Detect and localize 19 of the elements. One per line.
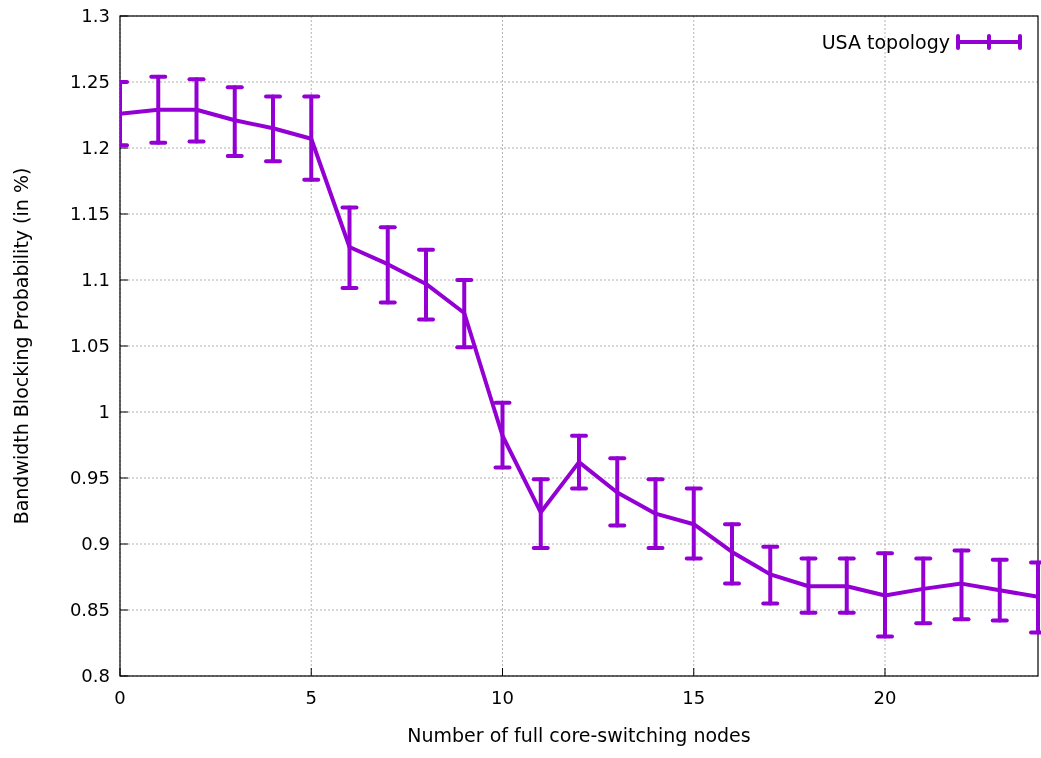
- y-axis-title: Bandwidth Blocking Probability (in %): [10, 167, 32, 525]
- y-tick-label: 1.3: [81, 5, 110, 26]
- x-tick-label: 20: [873, 687, 897, 708]
- x-axis-title: Number of full core-switching nodes: [407, 724, 751, 746]
- x-tick-label: 5: [305, 687, 317, 708]
- y-tick-label: 1.05: [69, 335, 110, 356]
- y-tick-label: 0.95: [69, 467, 110, 488]
- y-tick-label: 1: [98, 401, 110, 422]
- y-tick-label: 1.15: [69, 203, 110, 224]
- legend-label: USA topology: [821, 31, 950, 53]
- y-tick-label: 0.9: [81, 533, 110, 554]
- x-tick-label: 15: [682, 687, 706, 708]
- y-tick-label: 0.8: [81, 665, 110, 686]
- y-tick-label: 0.85: [69, 599, 110, 620]
- y-tick-label: 1.25: [69, 71, 110, 92]
- x-tick-label: 10: [491, 687, 514, 708]
- x-tick-label: 0: [114, 687, 126, 708]
- y-tick-label: 1.1: [81, 269, 110, 290]
- y-tick-label: 1.2: [81, 137, 110, 158]
